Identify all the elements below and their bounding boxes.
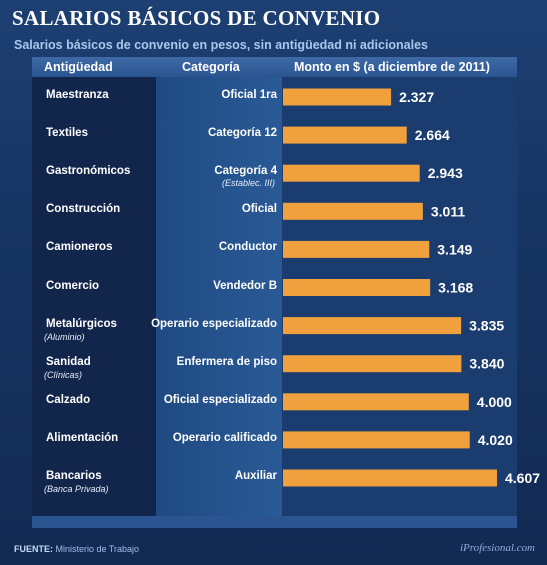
bar-value-label: 2.943: [428, 165, 463, 181]
bar-value-label: 3.149: [437, 241, 472, 257]
sector-label: Bancarios: [46, 470, 102, 482]
sector-label: Camioneros: [46, 241, 113, 254]
header-antiguedad: Antigüedad: [44, 60, 113, 74]
chart-subtitle: Salarios básicos de convenio en pesos, s…: [14, 38, 429, 52]
bar-value-label: 3.168: [438, 280, 473, 296]
bar: [283, 202, 423, 220]
category-label: Enfermera de piso: [176, 355, 277, 368]
sector-label: Calzado: [46, 393, 91, 406]
sector-note: (Aluminio): [44, 331, 85, 342]
bar-value-label: 4.000: [477, 394, 512, 410]
category-label: Operario especializado: [151, 317, 277, 330]
category-label: Oficial 1ra: [221, 89, 277, 101]
sector-label: Construcción: [46, 203, 121, 216]
sector-label: Metalúrgicos: [46, 317, 117, 330]
bar: [283, 88, 392, 106]
header-categoria: Categoría: [182, 60, 240, 74]
brand-logo: iProfesional.com: [459, 542, 535, 554]
sector-label: Alimentación: [46, 431, 119, 444]
header-monto: Monto en $ (a diciembre de 2011): [294, 60, 490, 74]
bar: [283, 355, 462, 373]
sector-label: Textiles: [46, 127, 88, 140]
sector-label: Comercio: [46, 279, 100, 292]
bar: [283, 393, 469, 411]
bar-value-label: 3.840: [469, 356, 504, 372]
category-note: (Establec. III): [221, 178, 275, 189]
category-label: Operario calificado: [172, 431, 277, 444]
chart-title: SALARIOS BÁSICOS DE CONVENIO: [12, 6, 381, 30]
sector-label: Sanidad: [46, 355, 91, 368]
bar-value-label: 2.664: [415, 127, 450, 143]
bar-value-label: 4.607: [505, 470, 540, 486]
bar-value-label: 3.011: [431, 203, 465, 219]
bar: [283, 279, 431, 296]
sector-column: [32, 77, 156, 516]
bottom-band: [32, 516, 517, 528]
category-label: Auxiliar: [234, 470, 277, 482]
bar: [283, 164, 420, 182]
category-label: Conductor: [218, 241, 277, 254]
bar: [283, 469, 497, 487]
sector-note: (Banca Privada): [44, 484, 109, 494]
table-header: Antigüedad Categoría Monto en $ (a dicie…: [32, 57, 517, 77]
bar-value-label: 2.327: [399, 89, 434, 105]
sector-note: (Clínicas): [44, 369, 83, 380]
sector-label: Maestranza: [46, 89, 109, 101]
source-note: FUENTE: Ministerio de Trabajo: [14, 544, 139, 554]
category-label: Oficial especializado: [163, 393, 277, 406]
bar: [283, 317, 462, 335]
bar-value-label: 4.020: [478, 432, 513, 448]
bar: [283, 240, 430, 258]
sector-label: Gastronómicos: [46, 165, 131, 178]
category-label: Vendedor B: [213, 279, 277, 292]
category-column: [156, 77, 282, 516]
category-label: Categoría 12: [207, 127, 277, 140]
bar: [283, 126, 407, 144]
bar-value-label: 3.835: [469, 318, 504, 334]
source-label: FUENTE:: [14, 544, 53, 554]
category-label: Oficial: [241, 203, 277, 216]
bar: [283, 431, 470, 449]
category-label: Categoría 4: [214, 165, 277, 178]
source-value: Ministerio de Trabajo: [55, 544, 140, 554]
